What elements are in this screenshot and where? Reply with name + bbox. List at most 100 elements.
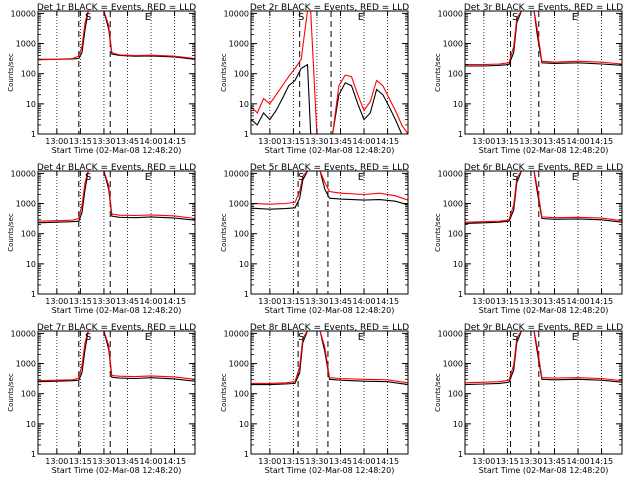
- y-tick-label: 10000: [224, 9, 249, 18]
- x-tick-label: 13:15: [496, 137, 519, 146]
- x-tick-label: 13:30: [519, 297, 542, 306]
- x-axis-label: Start Time (02-Mar-08 12:48:20): [479, 306, 609, 315]
- y-tick-label: 1000: [443, 200, 463, 209]
- x-axis-label: Start Time (02-Mar-08 12:48:20): [265, 306, 395, 315]
- y-tick-label: 10000: [438, 9, 463, 18]
- x-tick-label: 13:15: [69, 137, 92, 146]
- x-tick-label: 13:45: [116, 457, 139, 466]
- x-tick-label: 13:15: [282, 297, 305, 306]
- chart-title: Det 5r BLACK = Events, RED = LLD: [250, 163, 409, 173]
- y-tick-label: 10: [26, 260, 36, 269]
- x-tick-label: 14:00: [567, 137, 590, 146]
- marker-label-e: E: [358, 12, 364, 23]
- x-tick-label: 14:15: [590, 297, 613, 306]
- series-line-events: [38, 171, 195, 224]
- marker-label-s: S: [512, 172, 518, 183]
- series-line-lld: [251, 11, 408, 134]
- y-tick-label: 10000: [438, 169, 463, 178]
- plot-frame: [37, 330, 196, 455]
- y-tick-label: 10: [239, 260, 249, 269]
- series-line-events: [38, 11, 195, 60]
- x-tick-label: 13:15: [282, 457, 305, 466]
- series-line-lld: [465, 171, 622, 223]
- x-tick-label: 13:00: [472, 457, 495, 466]
- x-tick-label: 14:15: [376, 137, 399, 146]
- x-tick-label: 13:45: [329, 137, 352, 146]
- y-tick-label: 10: [453, 260, 463, 269]
- x-tick-label: 13:30: [305, 137, 328, 146]
- chart-title: Det 7r BLACK = Events, RED = LLD: [37, 323, 196, 333]
- series-line-lld: [38, 11, 195, 61]
- x-tick-label: 13:45: [543, 457, 566, 466]
- y-tick-label: 100: [448, 70, 463, 79]
- y-tick-label: 10000: [11, 169, 36, 178]
- marker-label-s: S: [512, 332, 518, 343]
- x-tick-label: 14:00: [140, 137, 163, 146]
- marker-label-e: E: [572, 332, 578, 343]
- series-line-lld: [465, 331, 622, 384]
- marker-label-e: E: [572, 12, 578, 23]
- x-tick-label: 14:00: [567, 297, 590, 306]
- x-tick-label: 13:15: [496, 297, 519, 306]
- y-tick-label: 100: [234, 390, 249, 399]
- x-tick-label: 14:00: [567, 457, 590, 466]
- y-tick-label: 100: [234, 230, 249, 239]
- x-axis-label: Start Time (02-Mar-08 12:48:20): [52, 466, 182, 475]
- y-tick-label: 10000: [224, 169, 249, 178]
- y-tick-label: 100: [21, 390, 36, 399]
- x-tick-label: 13:30: [305, 457, 328, 466]
- y-axis-label: Counts/sec: [7, 53, 15, 92]
- y-tick-label: 100: [234, 70, 249, 79]
- plot-frame: [37, 10, 196, 135]
- x-tick-label: 14:00: [353, 457, 376, 466]
- y-tick-label: 10: [26, 420, 36, 429]
- marker-label-e: E: [358, 332, 364, 343]
- x-tick-label: 13:15: [282, 137, 305, 146]
- x-tick-label: 13:30: [519, 137, 542, 146]
- plot-frame: [464, 170, 623, 295]
- chart-title: Det 6r BLACK = Events, RED = LLD: [464, 163, 623, 173]
- x-tick-label: 14:15: [376, 297, 399, 306]
- chart-title: Det 9r BLACK = Events, RED = LLD: [464, 323, 623, 333]
- y-tick-label: 1000: [16, 200, 36, 209]
- plot-frame: [250, 330, 409, 455]
- marker-label-s: S: [85, 12, 91, 23]
- x-tick-label: 14:00: [353, 297, 376, 306]
- series-line-events: [465, 11, 622, 67]
- x-tick-label: 13:15: [496, 457, 519, 466]
- plot-frame: [250, 10, 409, 135]
- x-tick-label: 13:45: [116, 137, 139, 146]
- x-tick-label: 14:15: [590, 137, 613, 146]
- x-tick-label: 14:15: [163, 137, 186, 146]
- y-tick-label: 1: [31, 290, 36, 299]
- x-tick-label: 13:15: [69, 457, 92, 466]
- x-tick-label: 13:30: [92, 297, 115, 306]
- series-line-lld: [465, 11, 622, 66]
- plot-frame: [37, 170, 196, 295]
- x-tick-label: 14:00: [140, 457, 163, 466]
- y-axis-label: Counts/sec: [220, 53, 228, 92]
- y-tick-label: 100: [448, 230, 463, 239]
- x-tick-label: 14:15: [163, 297, 186, 306]
- x-tick-label: 13:00: [472, 137, 495, 146]
- series-line-events: [251, 63, 408, 134]
- series-line-events: [251, 171, 408, 210]
- x-axis-label: Start Time (02-Mar-08 12:48:20): [265, 146, 395, 155]
- y-tick-label: 1: [244, 290, 249, 299]
- x-tick-label: 13:30: [92, 457, 115, 466]
- x-tick-label: 14:15: [376, 457, 399, 466]
- x-tick-label: 13:00: [258, 137, 281, 146]
- x-tick-label: 13:45: [543, 297, 566, 306]
- y-axis-label: Counts/sec: [434, 213, 442, 252]
- x-tick-label: 13:45: [116, 297, 139, 306]
- x-tick-label: 13:00: [258, 457, 281, 466]
- y-axis-label: Counts/sec: [434, 373, 442, 412]
- y-tick-label: 1: [244, 450, 249, 459]
- chart-title: Det 2r BLACK = Events, RED = LLD: [250, 3, 409, 13]
- x-axis-label: Start Time (02-Mar-08 12:48:20): [479, 146, 609, 155]
